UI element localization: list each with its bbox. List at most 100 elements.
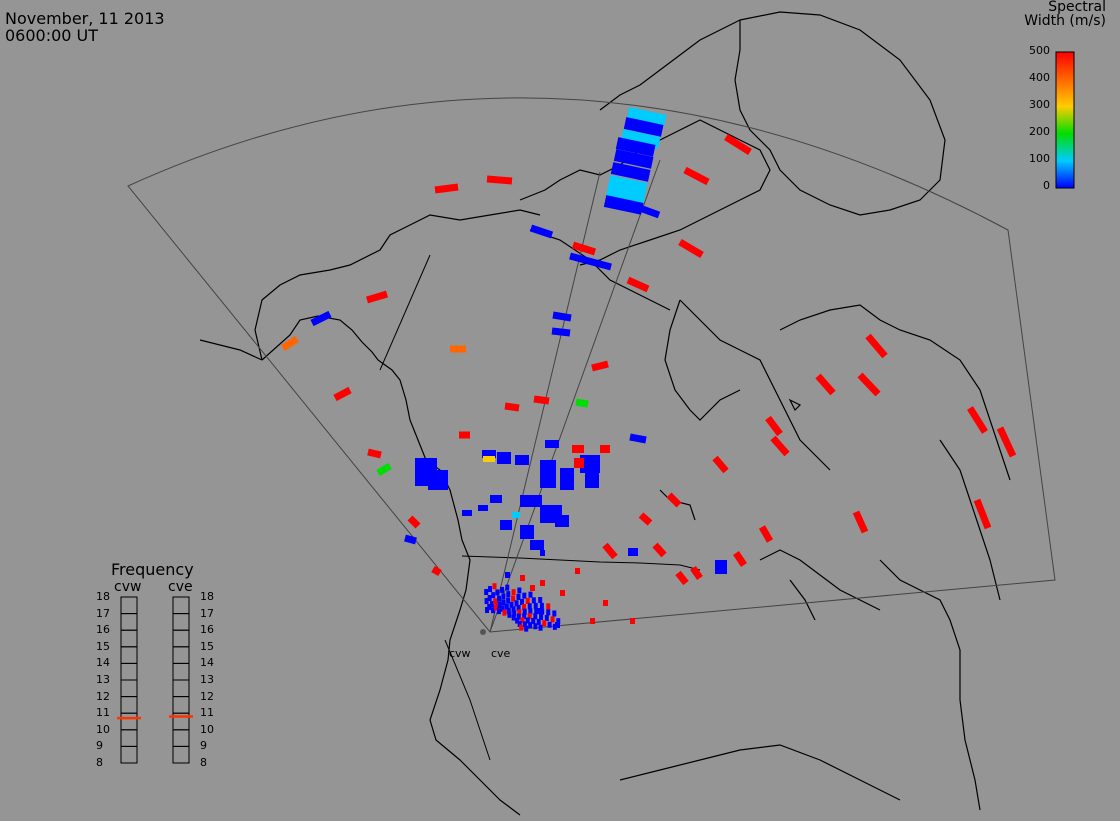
radar-return [610, 162, 651, 182]
radar-return [536, 618, 541, 625]
radar-return [690, 565, 703, 581]
radar-return [506, 591, 511, 598]
frequency-cell [120, 662, 138, 681]
plot-title: November, 11 2013 0600:00 UT [5, 10, 165, 44]
frequency-cell [120, 646, 138, 664]
radar-return [525, 597, 530, 604]
radar-return [517, 609, 522, 616]
radar-return [404, 534, 417, 545]
colorbar-tick: 500 [1029, 44, 1050, 57]
radar-return [620, 129, 661, 149]
political-borders [379, 254, 701, 761]
radar-return [482, 450, 496, 458]
radar-return [552, 311, 572, 322]
frequency-cell [120, 596, 138, 615]
frequency-cell [120, 729, 138, 747]
radar-return [603, 195, 644, 215]
radar-return [528, 622, 533, 629]
radar-return [574, 458, 584, 468]
radar-return [530, 585, 535, 591]
frequency-scale-right: 17 [200, 606, 214, 620]
frequency-cell [172, 696, 190, 714]
frequency-scale-left: 17 [96, 606, 110, 620]
frequency-cell [120, 696, 138, 714]
radar-return [527, 613, 532, 620]
radar-return [547, 621, 552, 628]
radar-return [652, 542, 667, 558]
plot-time: 0600:00 UT [5, 26, 99, 45]
radar-return [501, 599, 506, 606]
radar-return [580, 455, 600, 473]
radar-return [537, 608, 542, 614]
radar-return [638, 512, 653, 526]
frequency-cell [120, 679, 138, 698]
radar-return [569, 252, 612, 271]
radar-return [973, 498, 992, 530]
radar-return [555, 515, 569, 527]
radar-return [504, 603, 509, 610]
radar-return [527, 603, 532, 610]
radar-return [333, 386, 352, 402]
radar-return [490, 495, 502, 503]
frequency-cell [172, 679, 190, 698]
radar-return [533, 395, 550, 405]
frequency-scale-left: 12 [96, 689, 110, 703]
radar-return [511, 595, 516, 602]
frequency-cell [120, 613, 138, 631]
radar-return [487, 595, 492, 602]
radar-return [486, 175, 513, 185]
radar-return [516, 593, 521, 600]
frequency-scale-left: 9 [96, 739, 103, 753]
radar-return [501, 593, 506, 600]
frequency-scale-right: 9 [200, 739, 207, 753]
frequency-cell [172, 662, 190, 681]
radar-return [515, 617, 520, 624]
frequency-scale-left: 13 [96, 673, 110, 686]
radar-return [491, 592, 496, 599]
radar-return [666, 492, 682, 508]
coastlines [199, 11, 1011, 816]
frequency-cell [172, 729, 190, 747]
radar-return [538, 596, 543, 603]
radar-return [484, 589, 489, 596]
radar-return [516, 604, 521, 611]
radar-return [512, 512, 520, 518]
radar-return [724, 134, 752, 155]
radar-return [485, 607, 490, 614]
colorbar-tick: 400 [1029, 71, 1050, 84]
radar-return [520, 495, 542, 507]
frequency-cell [172, 745, 190, 764]
radar-return [504, 402, 520, 412]
frequency-scale-right: 14 [200, 656, 214, 670]
radar-site-marker [480, 629, 486, 635]
radar-return [531, 597, 536, 604]
colorbar [1055, 51, 1075, 189]
radar-return [533, 613, 538, 620]
radar-return [376, 462, 392, 477]
frequency-scale-left: 11 [96, 706, 110, 720]
radar-return [626, 276, 650, 293]
radar-return [967, 406, 988, 434]
radar-return [525, 617, 530, 624]
radar-return [497, 452, 511, 464]
frequency-scale-right: 15 [200, 639, 214, 653]
radar-return [489, 601, 494, 608]
radar-return [628, 548, 638, 556]
radar-return [507, 611, 512, 618]
radar-return [505, 584, 510, 591]
radar-return [765, 415, 783, 437]
frequency-scale-left: 8 [96, 756, 103, 769]
radar-return [511, 606, 516, 613]
radar-return [524, 625, 529, 632]
radar-return [571, 241, 597, 256]
radar-return [560, 590, 565, 596]
radar-return [675, 570, 689, 586]
radar-return [520, 525, 534, 539]
radar-return [522, 608, 527, 615]
radar-return [500, 605, 505, 612]
radar-return [600, 445, 610, 453]
radar-return [531, 617, 536, 624]
radar-return [678, 238, 704, 259]
radar-return [533, 623, 538, 630]
radar-return [431, 565, 442, 577]
